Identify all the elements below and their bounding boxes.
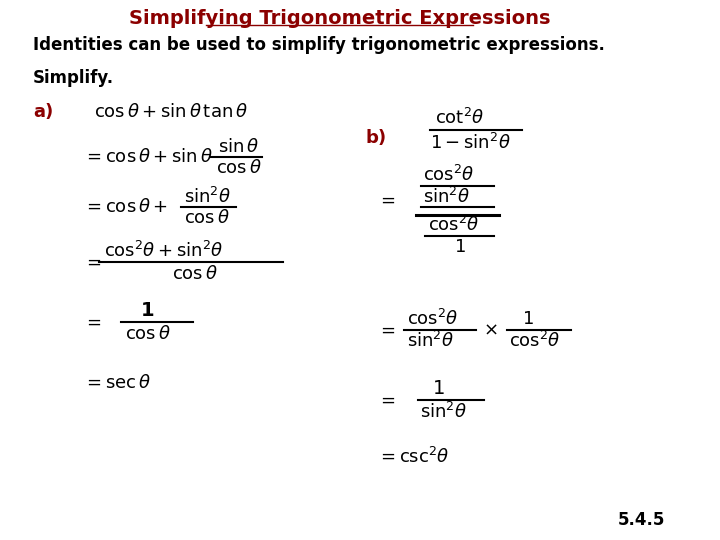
Text: $\cos^2\!\theta$: $\cos^2\!\theta$ xyxy=(408,309,459,329)
Text: $\cos\theta + \sin\theta\,\tan\theta$: $\cos\theta + \sin\theta\,\tan\theta$ xyxy=(94,103,248,121)
Text: $=$: $=$ xyxy=(83,253,102,271)
Text: $\sin^2\!\theta$: $\sin^2\!\theta$ xyxy=(423,187,471,207)
Text: $\cos\theta$: $\cos\theta$ xyxy=(171,265,217,283)
Text: Simplify.: Simplify. xyxy=(33,69,114,87)
Text: $\cos\theta$: $\cos\theta$ xyxy=(184,209,230,227)
Text: b): b) xyxy=(366,129,387,147)
Text: $\cos^2\!\theta$: $\cos^2\!\theta$ xyxy=(428,215,480,235)
Text: $= \cos\theta +$: $= \cos\theta +$ xyxy=(83,198,168,216)
Text: $=$: $=$ xyxy=(377,321,396,339)
Text: $= \sec\theta$: $= \sec\theta$ xyxy=(83,374,151,392)
Text: $= \csc^2\!\theta$: $= \csc^2\!\theta$ xyxy=(377,447,450,467)
Text: $= \cos\theta + \sin\theta$: $= \cos\theta + \sin\theta$ xyxy=(83,148,213,166)
Text: $\cos^2\!\theta + \sin^2\!\theta$: $\cos^2\!\theta + \sin^2\!\theta$ xyxy=(104,241,223,261)
Text: $1$: $1$ xyxy=(454,238,465,256)
Text: $\times$: $\times$ xyxy=(483,321,498,339)
Text: a): a) xyxy=(33,103,53,121)
Text: 5.4.5: 5.4.5 xyxy=(618,511,665,529)
Text: $=$: $=$ xyxy=(377,391,396,409)
Text: $\cos\theta$: $\cos\theta$ xyxy=(216,159,262,177)
Text: $\sin^2\!\theta$: $\sin^2\!\theta$ xyxy=(408,331,454,351)
Text: $1$: $1$ xyxy=(432,380,444,398)
Text: $\cos^2\!\theta$: $\cos^2\!\theta$ xyxy=(509,331,561,351)
Text: $\cos^2\!\theta$: $\cos^2\!\theta$ xyxy=(423,165,475,185)
Text: $\mathbf{1}$: $\mathbf{1}$ xyxy=(140,302,154,320)
Text: Simplifying Trigonometric Expressions: Simplifying Trigonometric Expressions xyxy=(129,9,550,28)
Text: $1 - \sin^2\!\theta$: $1 - \sin^2\!\theta$ xyxy=(430,133,510,153)
Text: Identities can be used to simplify trigonometric expressions.: Identities can be used to simplify trigo… xyxy=(33,36,605,54)
Text: $\sin^2\!\theta$: $\sin^2\!\theta$ xyxy=(420,402,467,422)
Text: $\sin\theta$: $\sin\theta$ xyxy=(218,138,259,156)
Text: $\sin^2\!\theta$: $\sin^2\!\theta$ xyxy=(184,187,231,207)
Text: $=$: $=$ xyxy=(377,191,396,209)
Text: $=$: $=$ xyxy=(83,313,102,331)
Text: $\cot^2\!\theta$: $\cot^2\!\theta$ xyxy=(435,108,484,128)
Text: $1$: $1$ xyxy=(521,310,534,328)
Text: $\cos\theta$: $\cos\theta$ xyxy=(125,325,171,343)
